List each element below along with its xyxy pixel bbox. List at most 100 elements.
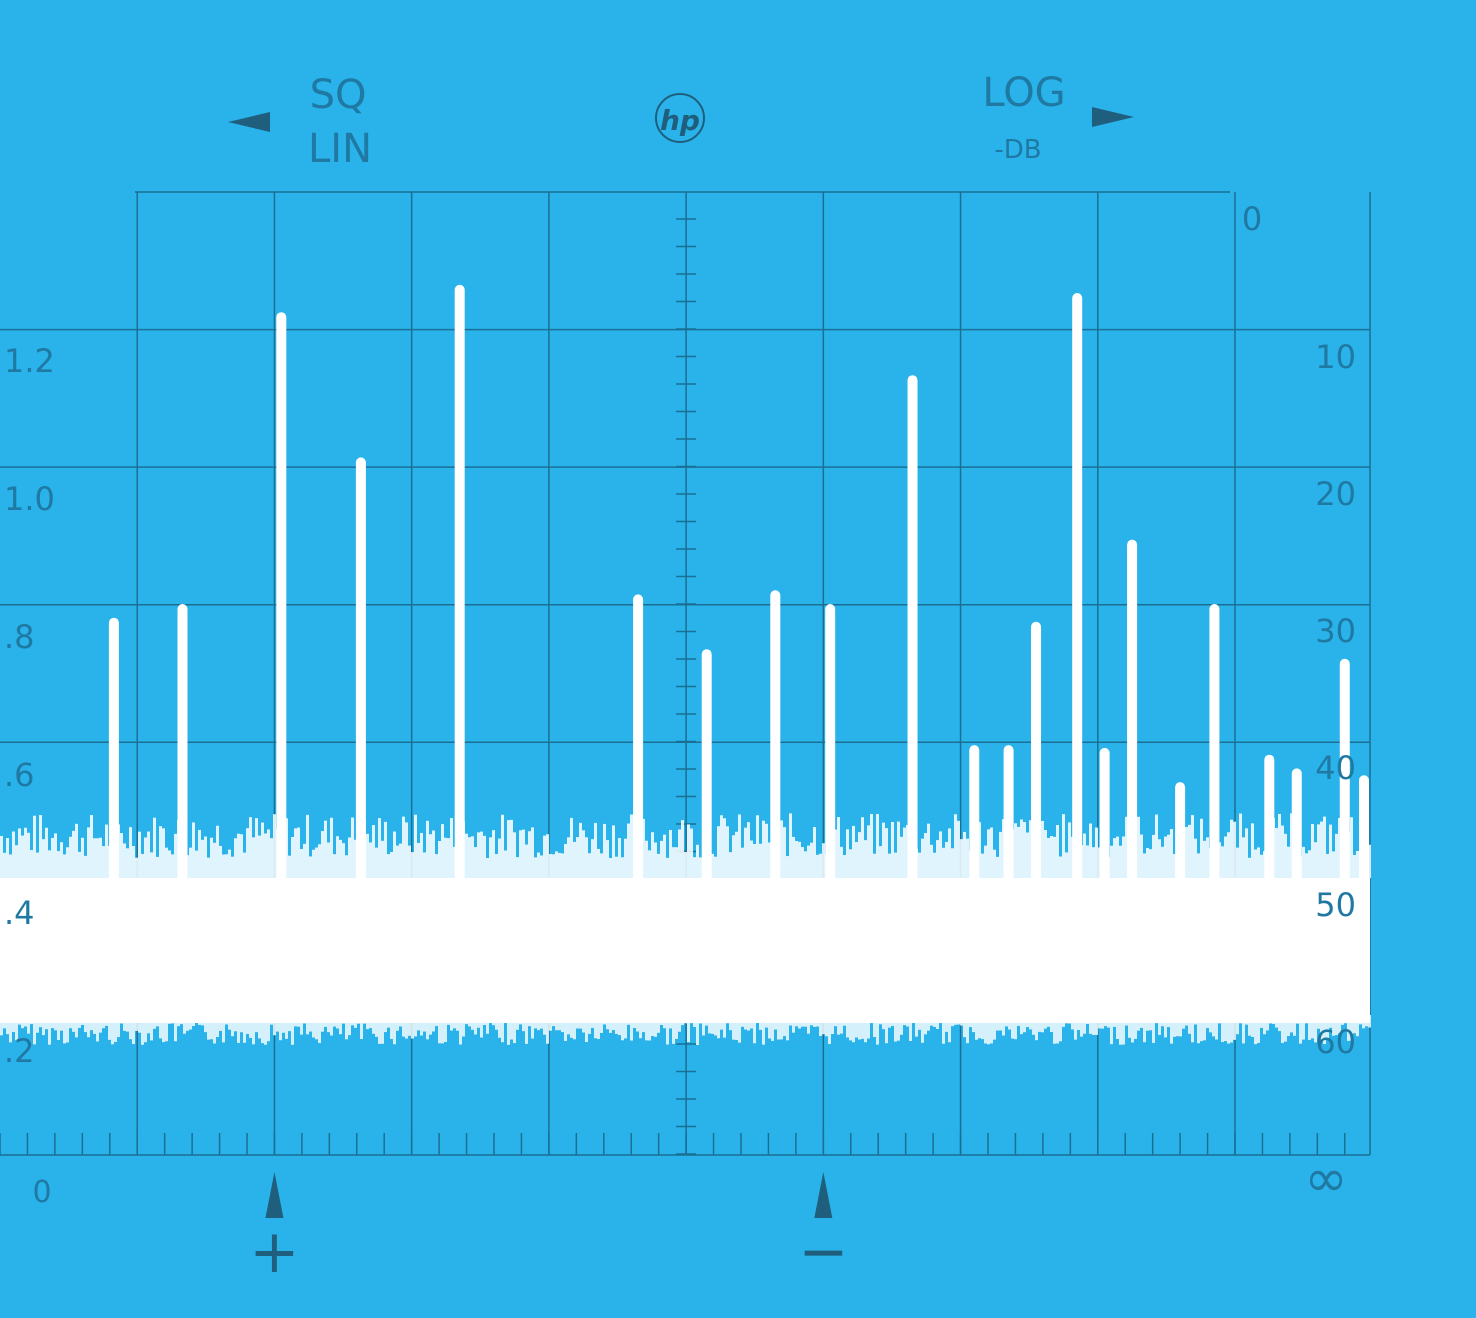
noise-grass-bottom <box>366 1015 369 1030</box>
noise-grass <box>990 827 993 878</box>
noise-grass-bottom <box>96 1015 99 1042</box>
noise-grass <box>780 820 783 878</box>
noise-grass <box>732 835 735 878</box>
noise-grass <box>957 820 960 878</box>
noise-grass <box>1191 815 1194 878</box>
noise-grass-bottom <box>657 1015 660 1033</box>
noise-grass <box>102 846 105 878</box>
noise-grass <box>240 834 243 878</box>
noise-grass-bottom <box>117 1015 120 1038</box>
noise-grass <box>930 844 933 878</box>
noise-grass <box>1194 838 1197 878</box>
noise-grass <box>606 840 609 878</box>
noise-grass <box>510 819 513 878</box>
noise-grass-bottom <box>1191 1015 1194 1043</box>
noise-grass <box>96 838 99 878</box>
sq-label: SQ <box>310 72 367 118</box>
noise-grass-bottom <box>414 1015 417 1037</box>
noise-grass-bottom <box>285 1015 288 1039</box>
noise-grass <box>597 848 600 878</box>
noise-grass <box>906 825 909 878</box>
noise-grass-bottom <box>1131 1015 1134 1043</box>
noise-grass-bottom <box>1101 1015 1104 1029</box>
noise-grass <box>78 851 81 878</box>
noise-grass <box>162 828 165 878</box>
noise-grass-bottom <box>552 1015 555 1027</box>
noise-grass-bottom <box>261 1015 264 1044</box>
spectrum-trace <box>0 284 1371 1045</box>
noise-grass <box>852 825 855 878</box>
noise-grass <box>480 831 483 878</box>
noise-grass-bottom <box>147 1015 150 1034</box>
noise-grass-bottom <box>1032 1015 1035 1035</box>
right-tick-label: 20 <box>1315 475 1356 513</box>
noise-grass <box>258 835 261 878</box>
noise-grass <box>141 853 144 878</box>
marker-symbol: − <box>798 1217 848 1287</box>
noise-grass-bottom <box>9 1015 12 1043</box>
noise-grass-bottom <box>36 1015 39 1033</box>
noise-grass <box>135 857 138 878</box>
noise-grass <box>0 835 3 878</box>
noise-grass <box>789 813 792 878</box>
noise-grass <box>1314 842 1317 878</box>
noise-grass <box>267 829 270 878</box>
noise-grass-bottom <box>1059 1015 1062 1042</box>
noise-grass-bottom <box>609 1015 612 1033</box>
noise-grass <box>993 849 996 878</box>
noise-grass <box>210 837 213 878</box>
noise-grass <box>951 848 954 878</box>
noise-grass-bottom <box>1164 1015 1167 1038</box>
right-tick-label: 30 <box>1315 612 1356 650</box>
noise-grass-bottom <box>1080 1015 1083 1037</box>
noise-grass-bottom <box>399 1015 402 1027</box>
noise-grass-bottom <box>1113 1015 1116 1027</box>
noise-grass-bottom <box>456 1015 459 1031</box>
noise-grass <box>822 843 825 878</box>
noise-grass-bottom <box>342 1015 345 1024</box>
noise-grass <box>216 825 219 878</box>
noise-grass-bottom <box>1089 1015 1092 1034</box>
noise-grass-bottom <box>1323 1015 1326 1045</box>
spectrum-peak <box>1359 775 1369 888</box>
noise-grass-bottom <box>1035 1015 1038 1041</box>
noise-grass <box>1242 837 1245 878</box>
noise-grass <box>150 852 153 878</box>
noise-grass <box>978 822 981 878</box>
noise-grass-bottom <box>1137 1015 1140 1031</box>
noise-grass-bottom <box>1044 1015 1047 1029</box>
spectrum-peak <box>701 649 712 888</box>
noise-grass-bottom <box>549 1015 552 1031</box>
noise-grass-bottom <box>219 1015 222 1031</box>
noise-grass <box>903 827 906 878</box>
noise-grass <box>387 854 390 878</box>
noise-grass-bottom <box>177 1015 180 1027</box>
spectrum-peak <box>969 745 980 888</box>
noise-grass <box>582 830 585 878</box>
noise-grass-bottom <box>1074 1015 1077 1040</box>
noise-grass-bottom <box>1038 1015 1041 1032</box>
noise-grass <box>1095 827 1098 878</box>
noise-grass-bottom <box>1353 1015 1356 1034</box>
noise-grass <box>486 857 489 878</box>
noise-grass <box>834 829 837 878</box>
noise-grass <box>546 834 549 878</box>
noise-grass-bottom <box>198 1015 201 1025</box>
noise-grass-bottom <box>915 1015 918 1037</box>
noise-grass-bottom <box>891 1015 894 1026</box>
noise-grass-bottom <box>1065 1015 1068 1024</box>
noise-grass <box>723 818 726 878</box>
noise-grass <box>882 822 885 878</box>
noise-grass <box>390 851 393 878</box>
noise-grass <box>225 854 228 878</box>
noise-grass <box>9 854 12 878</box>
noise-grass-bottom <box>228 1015 231 1030</box>
right-arrow-icon <box>1092 107 1134 127</box>
noise-grass <box>1305 853 1308 878</box>
noise-grass-bottom <box>120 1015 123 1024</box>
noise-grass-bottom <box>570 1015 573 1038</box>
noise-grass-bottom <box>1185 1015 1188 1026</box>
hp-logo-icon: hp <box>655 93 705 143</box>
noise-grass <box>1368 844 1371 878</box>
